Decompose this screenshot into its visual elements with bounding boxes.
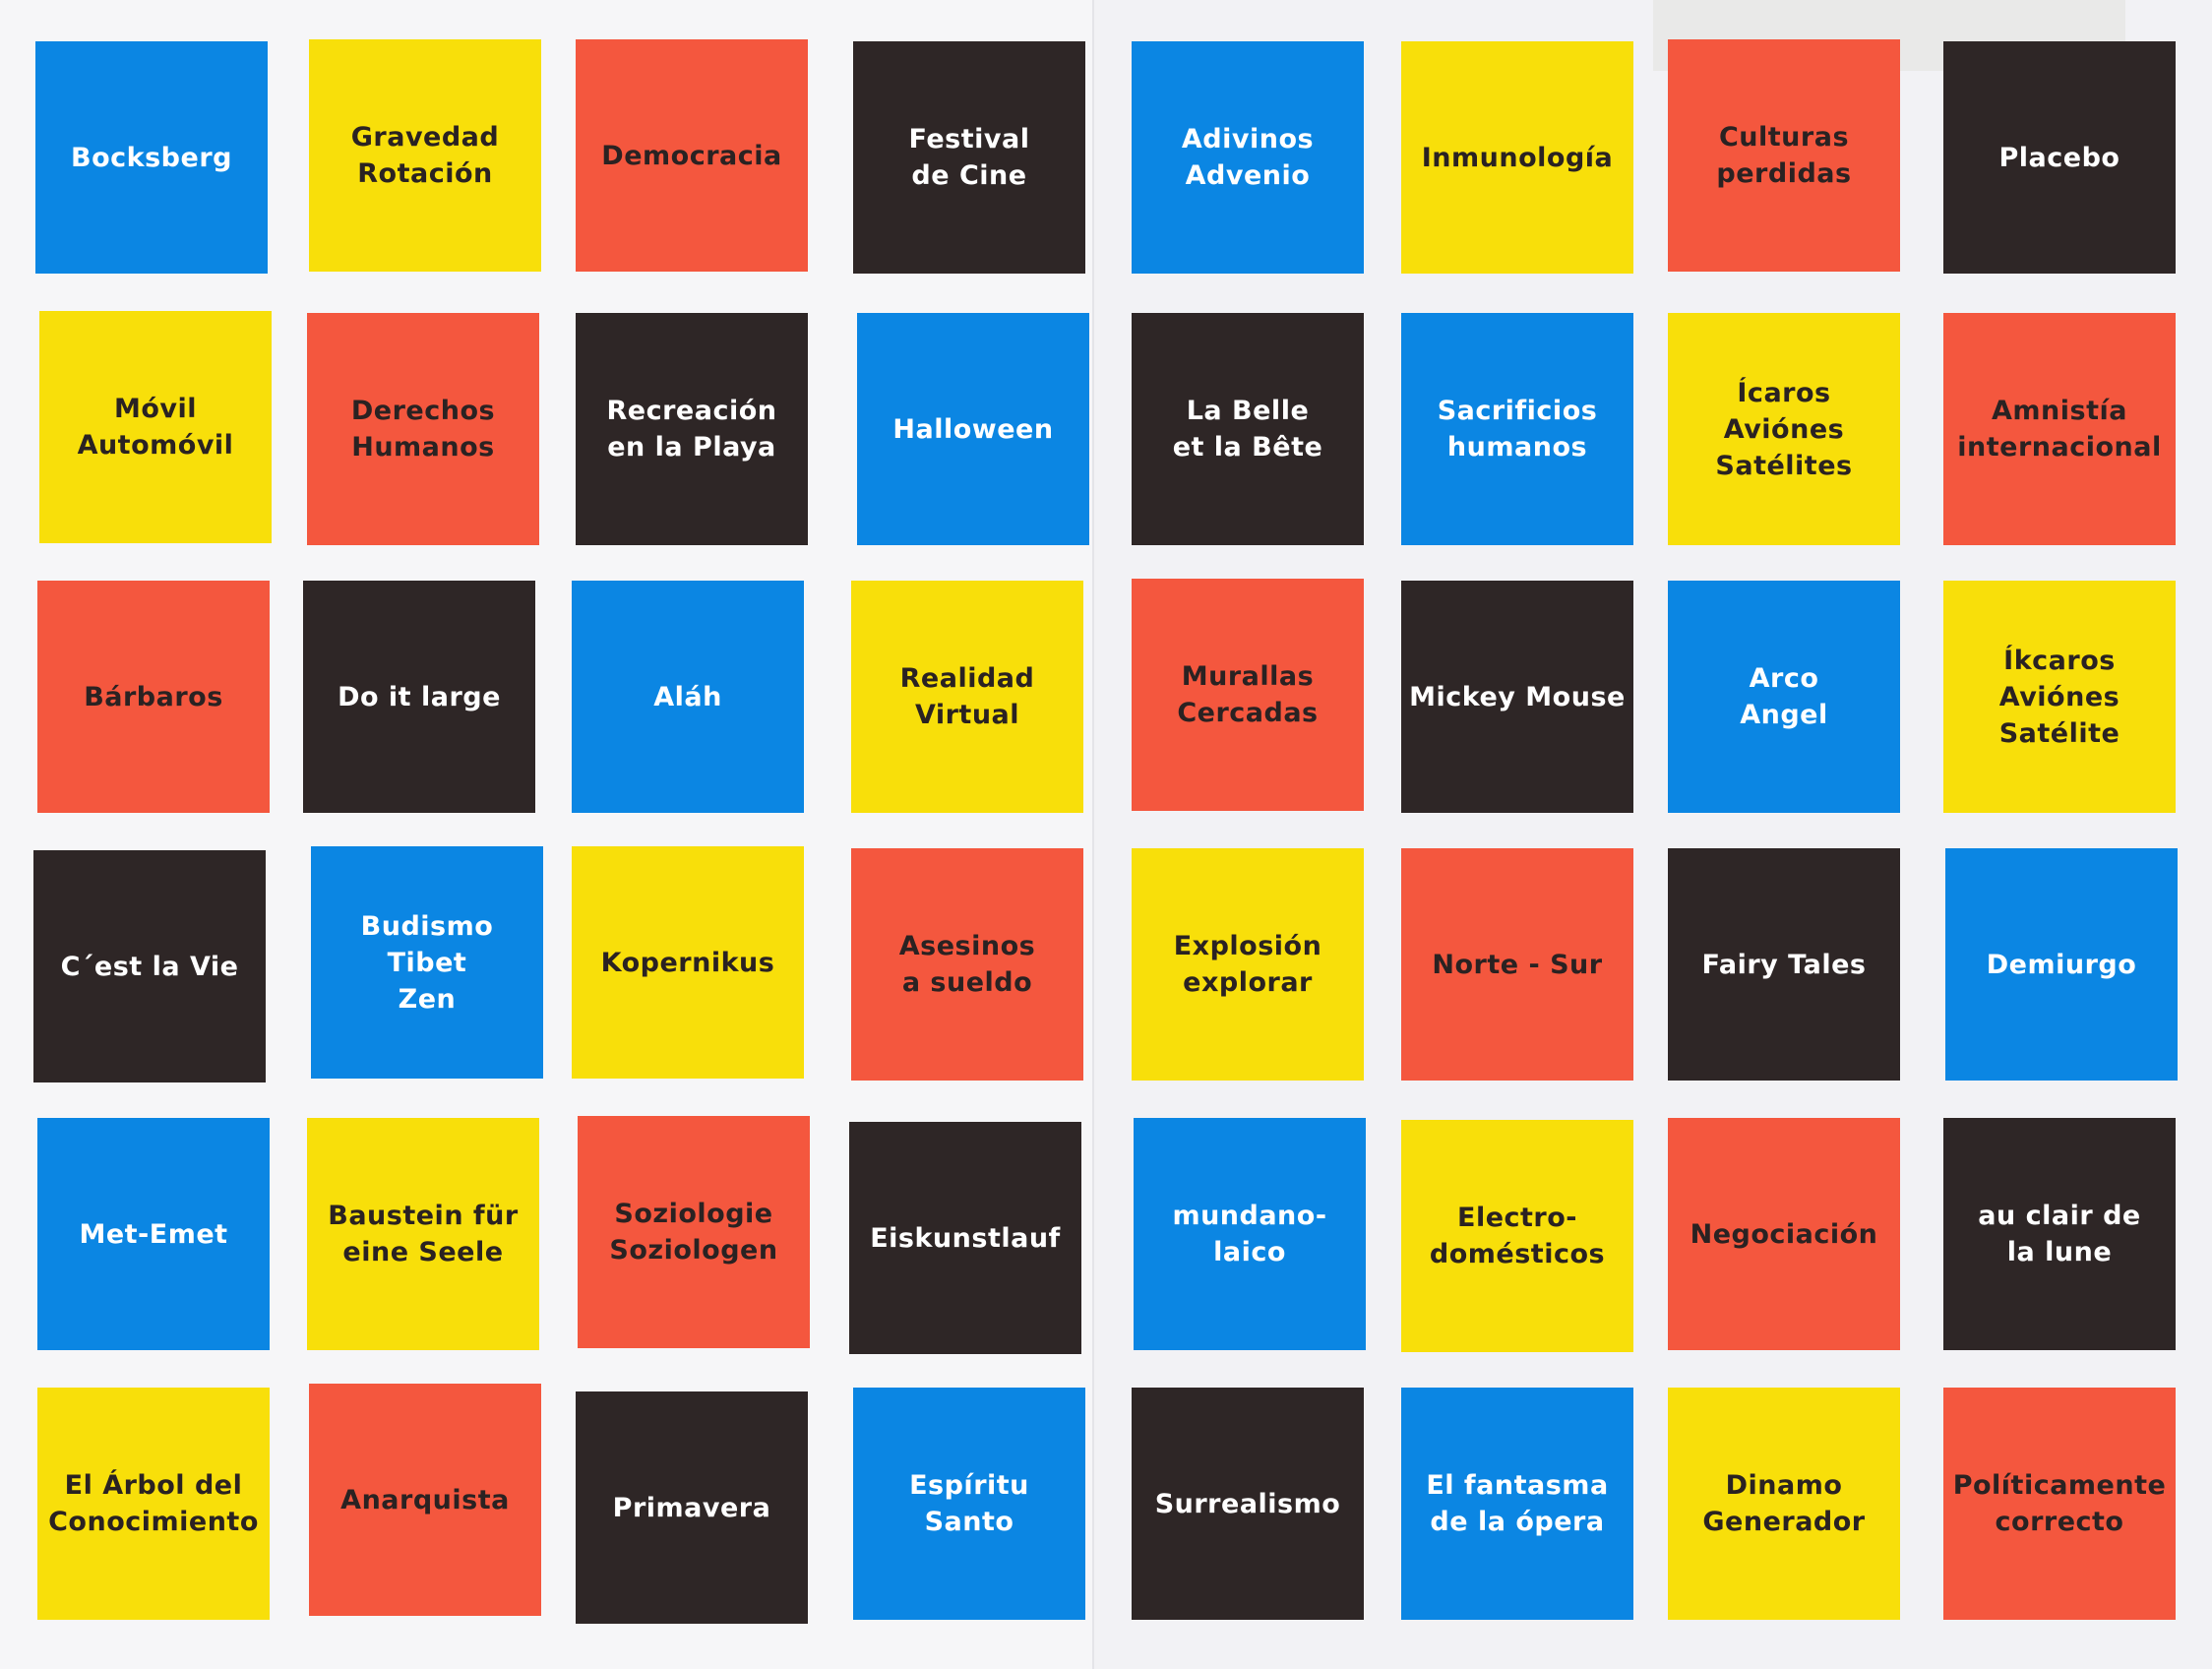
card-gravedad-rotacion: Gravedad Rotación bbox=[309, 39, 541, 272]
card-label: Primavera bbox=[612, 1492, 771, 1523]
card-label: Amnistía internacional bbox=[1957, 396, 2162, 463]
card-asesinos-a-sueldo: Asesinos a sueldo bbox=[851, 848, 1083, 1081]
card-label: Anarquista bbox=[340, 1484, 510, 1515]
card-label: Inmunología bbox=[1421, 142, 1614, 173]
card-halloween: Halloween bbox=[857, 313, 1089, 545]
card-label: C´est la Vie bbox=[60, 951, 239, 982]
card-label: Demiurgo bbox=[1986, 949, 2137, 980]
card-label: Móvil Automóvil bbox=[77, 394, 234, 461]
card-label: Do it large bbox=[338, 681, 501, 712]
card-anarquista: Anarquista bbox=[309, 1384, 541, 1616]
card-icaros-aviones-satelites: Ícaros Aviónes Satélites bbox=[1668, 313, 1900, 545]
card-label: La Belle et la Bête bbox=[1172, 396, 1323, 463]
card-label: Recreación en la Playa bbox=[606, 396, 777, 463]
card-inmunologia: Inmunología bbox=[1401, 41, 1633, 274]
card-politicamente-correcto: Políticamente correcto bbox=[1943, 1388, 2176, 1620]
card-label: Bocksberg bbox=[71, 142, 232, 173]
card-label: Met-Emet bbox=[79, 1218, 228, 1250]
card-label: El Árbol del Conocimiento bbox=[48, 1470, 259, 1537]
card-democracia: Democracia bbox=[576, 39, 808, 272]
card-dinamo-generador: Dinamo Generador bbox=[1668, 1388, 1900, 1620]
card-met-emet: Met-Emet bbox=[37, 1118, 270, 1350]
card-label: Asesinos a sueldo bbox=[898, 931, 1036, 998]
card-ikcaros-aviones-satelite: Íkcaros Aviónes Satélite bbox=[1943, 581, 2176, 813]
card-label: au clair de la lune bbox=[1978, 1201, 2141, 1267]
card-soziologie-soziologen: Soziologie Soziologen bbox=[578, 1116, 810, 1348]
card-adivinos-advenio: Adivinos Advenio bbox=[1132, 41, 1364, 274]
card-el-arbol-del-conocimiento: El Árbol del Conocimiento bbox=[37, 1388, 270, 1620]
card-placebo: Placebo bbox=[1943, 41, 2176, 274]
card-label: Ícaros Aviónes Satélites bbox=[1715, 377, 1853, 481]
card-festival-de-cine: Festival de Cine bbox=[853, 41, 1085, 274]
card-bocksberg: Bocksberg bbox=[35, 41, 268, 274]
card-alah: Aláh bbox=[572, 581, 804, 813]
card-label: Dinamo Generador bbox=[1702, 1470, 1866, 1537]
card-label: Eiskunstlauf bbox=[870, 1222, 1061, 1254]
card-label: Espíritu Santo bbox=[909, 1470, 1029, 1537]
card-demiurgo: Demiurgo bbox=[1945, 848, 2178, 1081]
card-mickey-mouse: Mickey Mouse bbox=[1401, 581, 1633, 813]
card-baustein-fur-eine-seele: Baustein für eine Seele bbox=[307, 1118, 539, 1350]
card-recreacion-en-la-playa: Recreación en la Playa bbox=[576, 313, 808, 545]
card-label: Placebo bbox=[1998, 142, 2120, 173]
card-arco-angel: Arco Angel bbox=[1668, 581, 1900, 813]
card-do-it-large: Do it large bbox=[303, 581, 535, 813]
card-label: Aláh bbox=[653, 681, 722, 712]
card-primavera: Primavera bbox=[576, 1391, 808, 1624]
card-realidad-virtual: Realidad Virtual bbox=[851, 581, 1083, 813]
card-espiritu-santo: Espíritu Santo bbox=[853, 1388, 1085, 1620]
card-explosion-explorar: Explosión explorar bbox=[1132, 848, 1364, 1081]
card-label: Íkcaros Aviónes Satélite bbox=[1998, 645, 2120, 749]
card-derechos-humanos: Derechos Humanos bbox=[307, 313, 539, 545]
card-label: Baustein für eine Seele bbox=[328, 1201, 519, 1267]
card-label: Bárbaros bbox=[84, 681, 223, 712]
sheet-seam bbox=[1092, 0, 1094, 1669]
card-label: Sacrificios humanos bbox=[1437, 396, 1598, 463]
card-fairy-tales: Fairy Tales bbox=[1668, 848, 1900, 1081]
card-c-est-la-vie: C´est la Vie bbox=[33, 850, 266, 1082]
card-label: Budismo Tibet Zen bbox=[360, 910, 494, 1015]
card-surrealismo: Surrealismo bbox=[1132, 1388, 1364, 1620]
card-label: mundano-laico bbox=[1172, 1201, 1327, 1267]
card-label: Mickey Mouse bbox=[1409, 681, 1626, 712]
card-mundano-laico: mundano-laico bbox=[1134, 1118, 1366, 1350]
card-label: Surrealismo bbox=[1154, 1488, 1341, 1519]
card-label: Norte - Sur bbox=[1432, 949, 1603, 980]
card-eiskunstlauf: Eiskunstlauf bbox=[849, 1122, 1081, 1354]
card-sacrificios-humanos: Sacrificios humanos bbox=[1401, 313, 1633, 545]
card-label: Arco Angel bbox=[1740, 663, 1828, 730]
card-electro-domesticos: Electro- domésticos bbox=[1401, 1120, 1633, 1352]
card-label: Electro- domésticos bbox=[1429, 1203, 1606, 1269]
card-label: Fairy Tales bbox=[1701, 949, 1867, 980]
card-label: Democracia bbox=[601, 140, 782, 171]
card-label: Gravedad Rotación bbox=[350, 122, 500, 189]
card-label: Explosión explorar bbox=[1173, 931, 1322, 998]
card-budismo-tibet-zen: Budismo Tibet Zen bbox=[311, 846, 543, 1079]
card-label: Halloween bbox=[892, 413, 1054, 445]
card-label: El fantasma de la ópera bbox=[1426, 1470, 1609, 1537]
card-la-belle-et-la-bete: La Belle et la Bête bbox=[1132, 313, 1364, 545]
card-movil-automovil: Móvil Automóvil bbox=[39, 311, 272, 543]
card-amnistia-internacional: Amnistía internacional bbox=[1943, 313, 2176, 545]
card-kopernikus: Kopernikus bbox=[572, 846, 804, 1079]
card-au-clair-de-la-lune: au clair de la lune bbox=[1943, 1118, 2176, 1350]
card-label: Soziologie Soziologen bbox=[609, 1199, 778, 1266]
card-label: Derechos Humanos bbox=[350, 396, 496, 463]
card-label: Culturas perdidas bbox=[1716, 122, 1852, 189]
card-negociacion: Negociación bbox=[1668, 1118, 1900, 1350]
card-label: Políticamente correcto bbox=[1952, 1470, 2167, 1537]
card-barbaros: Bárbaros bbox=[37, 581, 270, 813]
card-label: Negociación bbox=[1690, 1218, 1878, 1250]
card-murallas-cercadas: Murallas Cercadas bbox=[1132, 579, 1364, 811]
card-culturas-perdidas: Culturas perdidas bbox=[1668, 39, 1900, 272]
card-label: Festival de Cine bbox=[908, 124, 1030, 191]
card-label: Kopernikus bbox=[600, 947, 775, 978]
card-label: Murallas Cercadas bbox=[1177, 661, 1319, 728]
card-norte-sur: Norte - Sur bbox=[1401, 848, 1633, 1081]
card-label: Adivinos Advenio bbox=[1181, 124, 1315, 191]
card-label: Realidad Virtual bbox=[899, 663, 1035, 730]
card-el-fantasma-de-la-opera: El fantasma de la ópera bbox=[1401, 1388, 1633, 1620]
